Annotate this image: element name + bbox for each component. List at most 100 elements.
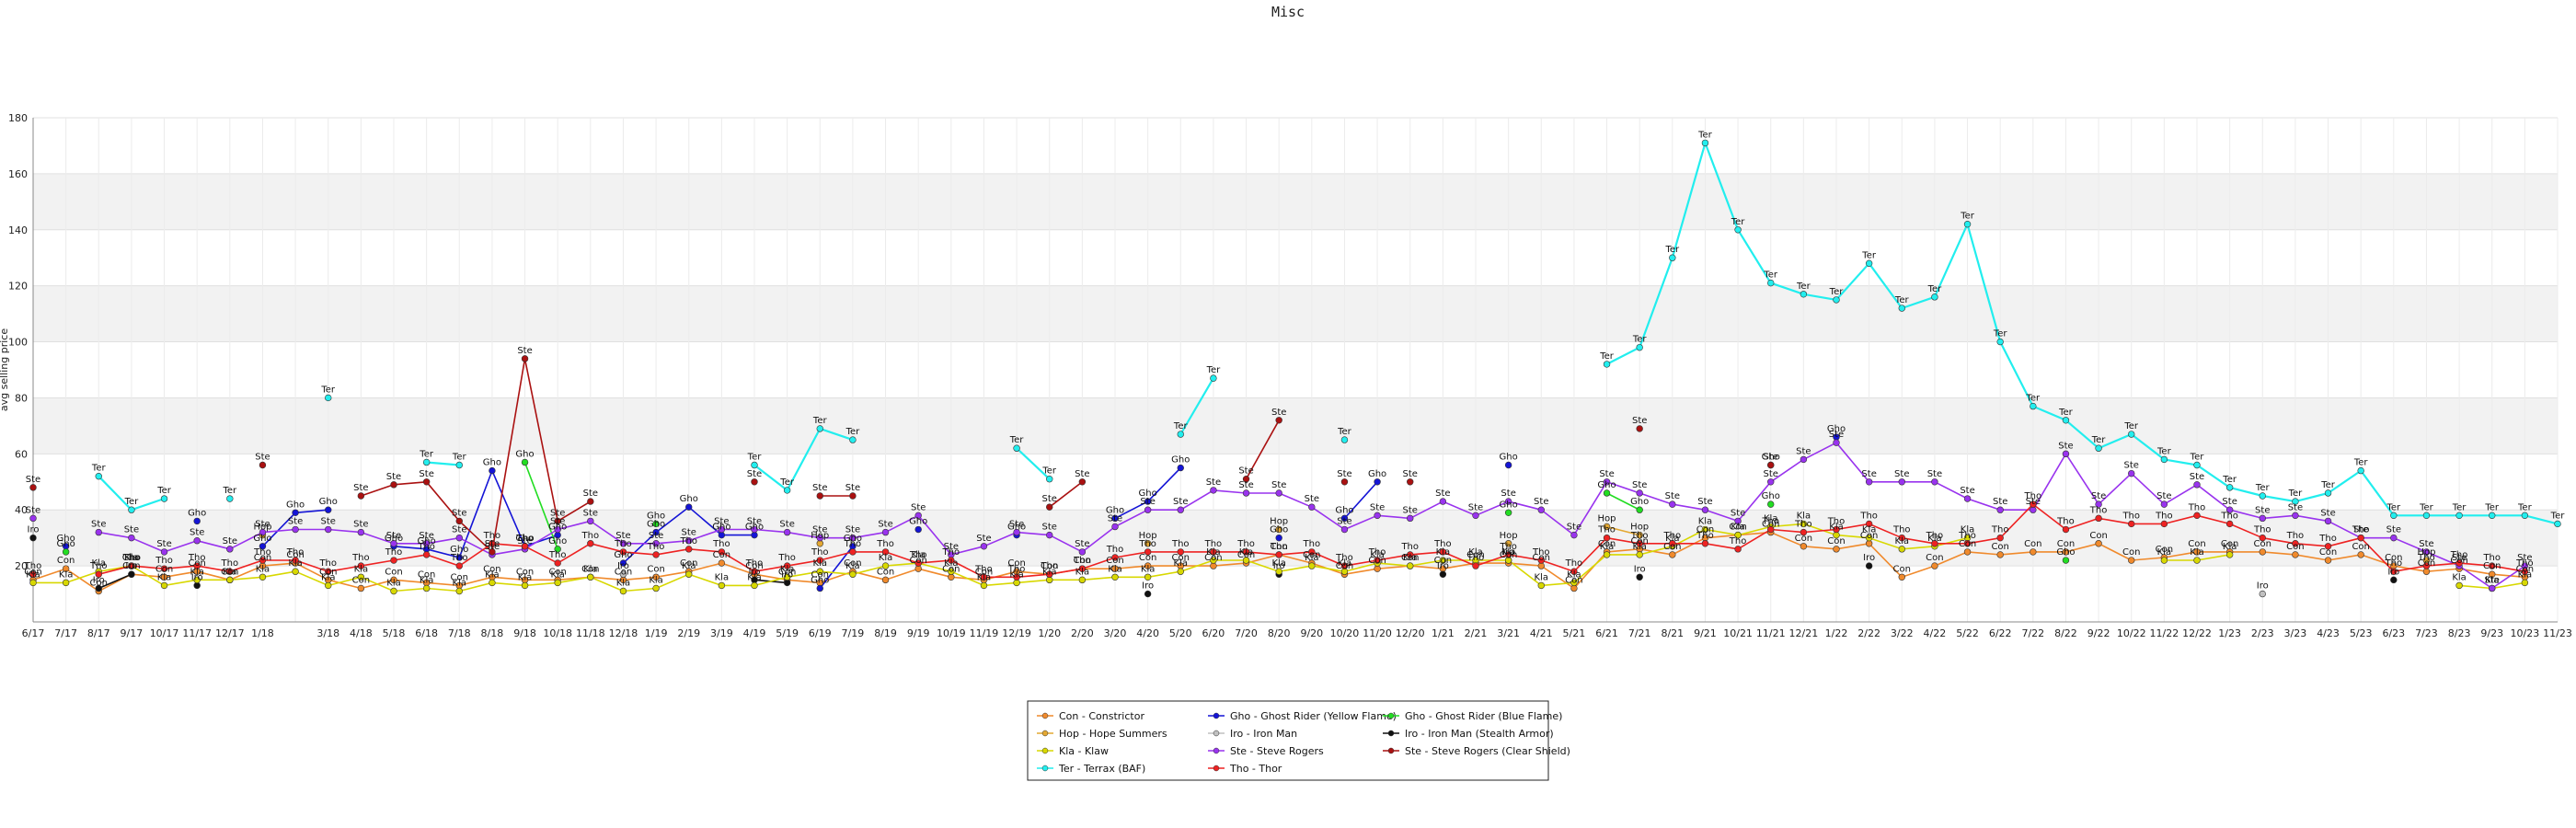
data-label: Ter [2222,475,2237,485]
data-point [948,573,955,581]
data-point [357,573,365,581]
x-tick-label: 5/23 [2350,627,2373,639]
data-label: Kla [26,569,40,580]
data-point [1537,562,1545,569]
data-label: Ter [2419,502,2434,512]
legend-marker [1387,712,1395,719]
data-label: Tho [1106,545,1124,555]
data-label: Ste [747,469,762,479]
data-label: Kla [2190,547,2203,558]
data-label: Ste [1271,408,1286,418]
data-label: Ste [747,517,762,527]
data-point [422,478,431,486]
data-point [652,551,660,558]
data-label: Tho [2253,525,2271,535]
data-label: Ste [2156,491,2171,501]
data-label: Tho [2024,491,2042,501]
data-point [226,495,234,502]
data-label: Ter [2123,421,2139,431]
data-label: Con [2221,539,2238,549]
data-point [718,525,726,534]
data-point [1669,540,1676,547]
y-tick-label: 180 [8,112,28,124]
data-label: Ste [1403,505,1418,515]
data-label: Tho [1729,536,1747,546]
data-label: Iro [1634,564,1646,574]
data-label: Kla [1271,558,1285,569]
data-label: Tho [844,539,862,549]
data-point [2095,540,2102,547]
data-label: Kla [813,558,827,569]
data-point [1504,498,1512,505]
x-tick-label: 12/21 [1789,627,1819,639]
data-label: Hop [2417,547,2435,558]
data-point [2225,484,2234,491]
grid-band [33,285,2558,342]
data-label: Con [286,550,304,560]
grid-band [33,173,2558,230]
data-point [1800,520,1808,528]
data-point [1669,254,1676,261]
data-point [587,573,594,581]
series-line [361,357,592,553]
data-label: Con [1926,553,1943,563]
data-point [948,568,955,575]
data-label: Gho [1368,469,1386,479]
data-label: Ste [1238,466,1253,477]
data-label: Tho [1499,542,1517,552]
data-label: Ste [1468,502,1483,512]
data-label: Tho [548,550,567,560]
series-line [33,523,1968,592]
data-label: Ste [2124,461,2139,471]
data-label: Ste [1764,453,1778,463]
data-label: Con [1795,534,1812,544]
data-label: Kla [2485,575,2499,585]
data-point [652,540,660,547]
data-label: Ter [2353,458,2369,468]
data-point [2455,581,2463,590]
x-tick-label: 1/23 [2218,627,2241,639]
data-label: Con [1401,553,1419,563]
legend-entry: Hop - Hope Summers [1059,728,1167,740]
data-point [1308,548,1316,556]
data-label: Ste [1140,497,1155,507]
x-tick-label: 8/17 [87,627,110,639]
data-label: Kla [518,572,532,582]
data-point [1013,579,1020,587]
data-label: Tho [515,534,534,544]
data-label: Gho [614,550,632,560]
data-label: Tho [614,539,632,549]
data-point [1242,548,1250,556]
data-label: Ste [517,536,532,546]
x-tick-label: 8/19 [874,627,897,639]
data-label: Con [2156,545,2173,555]
data-point [1210,487,1217,494]
data-label: Con [1565,575,1582,585]
data-point [62,565,70,572]
data-point [325,568,332,575]
data-point [2521,512,2529,520]
x-tick-label: 7/21 [1628,627,1651,639]
data-label: Tho [2515,558,2534,569]
series-line [426,461,460,466]
data-point [1177,431,1184,438]
legend-box [1027,700,1549,781]
data-point [2128,431,2135,438]
legend-entry: Ste - Steve Rogers [1230,745,1324,757]
data-label: Con [1991,542,2008,552]
data-point [1111,514,1119,523]
data-label: Hop [1139,531,1157,541]
data-label: Gho [1827,424,1846,434]
data-point [1308,562,1316,569]
data-point [1177,548,1184,556]
data-point [455,461,463,469]
data-label: Ste [288,517,303,527]
data-label: Ter [1993,329,2008,339]
data-point [2193,557,2201,564]
x-tick-label: 3/23 [2284,627,2307,639]
data-label: Con [1466,550,1484,560]
data-point [2062,548,2070,556]
data-label: Gho [1500,500,1518,510]
data-point [1963,540,1972,547]
data-label: Ste [485,539,500,549]
